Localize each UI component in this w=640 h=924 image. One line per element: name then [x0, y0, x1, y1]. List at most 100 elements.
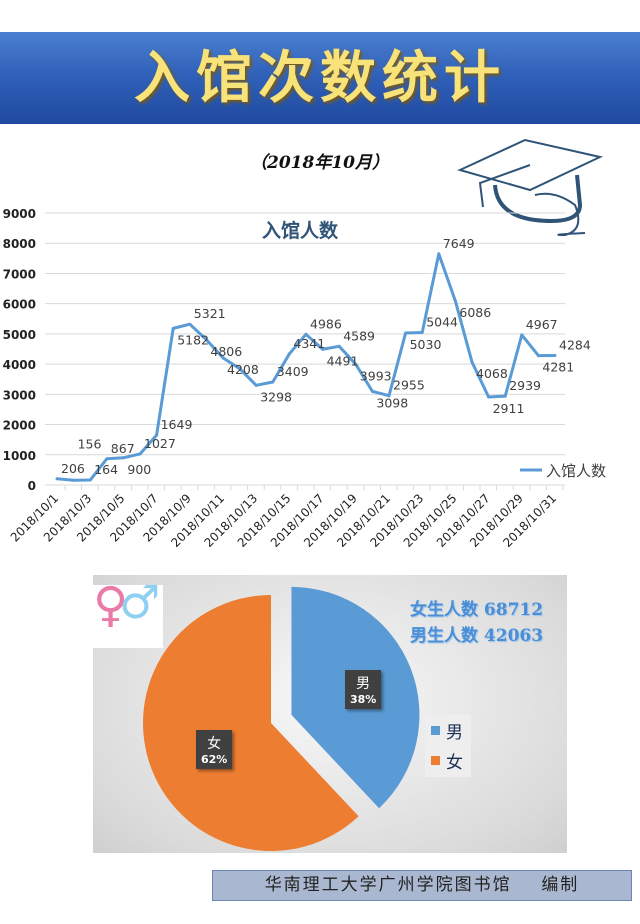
data-point [155, 433, 159, 437]
footer-org: 华南理工大学广州学院图书馆 [264, 875, 512, 895]
data-label: 1649 [161, 417, 193, 432]
data-label: 4284 [559, 338, 591, 353]
data-point [238, 367, 242, 371]
data-point [171, 326, 175, 330]
data-label: 7649 [443, 236, 475, 251]
data-point [188, 322, 192, 326]
data-label: 3298 [260, 389, 292, 404]
female-percent: 62% [201, 753, 228, 766]
footer: 华南理工大学广州学院图书馆 编制 [212, 870, 632, 901]
data-label: 4341 [293, 336, 325, 351]
data-point [221, 356, 225, 360]
legend-male-label: 男 [446, 722, 463, 743]
female-category: 女 [207, 736, 222, 752]
footer-suffix: 编制 [541, 875, 580, 895]
data-point [337, 344, 341, 348]
data-point [370, 389, 374, 393]
data-label: 4589 [343, 328, 375, 343]
data-label: 1027 [144, 436, 176, 451]
data-point [88, 478, 92, 482]
data-label: 5182 [177, 332, 209, 347]
chart-title: 入馆人数 [262, 219, 339, 242]
data-point [437, 252, 441, 256]
data-label: 3993 [360, 368, 392, 383]
data-label: 2939 [509, 378, 541, 393]
data-point [204, 338, 208, 342]
data-point [287, 352, 291, 356]
y-tick-label: 6000 [3, 298, 36, 312]
legend: 入馆人数 [520, 462, 606, 480]
data-label: 5030 [410, 337, 442, 352]
y-tick-label: 0 [28, 479, 36, 493]
female-count-value: 68712 [483, 600, 544, 620]
y-tick-label: 2000 [3, 419, 36, 433]
data-point [121, 456, 125, 460]
data-label: 2955 [393, 378, 425, 393]
data-label: 4281 [542, 360, 574, 375]
male-count-value: 42063 [483, 626, 544, 646]
y-tick-label: 3000 [3, 388, 36, 402]
data-label: 5044 [426, 315, 458, 330]
male-data-label: 男 38% [345, 670, 382, 709]
gender-symbols-icon: ♀ ♂ [93, 575, 163, 648]
y-tick-label: 7000 [3, 267, 36, 281]
data-point [271, 380, 275, 384]
data-label: 3409 [277, 364, 309, 379]
data-point [304, 332, 308, 336]
data-label: 4208 [227, 362, 259, 377]
data-point [520, 333, 524, 337]
data-point [254, 383, 258, 387]
male-count-label: 男生人数 [410, 626, 478, 646]
legend-label: 入馆人数 [546, 462, 606, 480]
data-label: 3098 [376, 395, 408, 410]
data-point [138, 452, 142, 456]
data-point [420, 331, 424, 335]
data-label: 4491 [327, 353, 359, 368]
data-label: 6086 [459, 305, 491, 320]
data-label: 4806 [210, 344, 242, 359]
data-label: 156 [78, 436, 102, 451]
female-count: 女生人数 68712 [410, 595, 543, 620]
legend-item-female: 女 [425, 745, 471, 775]
data-point [387, 394, 391, 398]
pie-slice-female [143, 595, 359, 851]
data-point [453, 299, 457, 303]
y-tick-label: 8000 [3, 237, 36, 251]
data-label: 867 [111, 441, 135, 456]
data-label: 900 [127, 462, 151, 477]
data-label: 4986 [310, 316, 342, 331]
female-data-label: 女 62% [196, 730, 233, 769]
data-label: 164 [94, 462, 118, 477]
male-percent: 38% [350, 693, 377, 706]
data-point [536, 354, 540, 358]
header-banner [0, 32, 640, 124]
page-subtitle: （2018年10月） [250, 153, 389, 173]
data-point [404, 331, 408, 335]
male-count: 男生人数 42063 [410, 621, 543, 646]
page-title: 入馆次数统计 [134, 45, 506, 111]
line-chart: 0 1000 2000 3000 4000 5000 6000 7000 8000 9000 入馆… [3, 207, 606, 550]
y-tick-label: 4000 [3, 358, 36, 372]
data-point [503, 394, 507, 398]
data-point [553, 354, 557, 358]
female-count-label: 女生人数 [410, 600, 478, 620]
graduation-cap-icon [457, 138, 604, 237]
pie-legend: 男 女 [425, 715, 471, 777]
y-tick-label: 9000 [3, 207, 36, 221]
data-point [321, 347, 325, 351]
data-point [105, 457, 109, 461]
y-tick-label: 5000 [3, 328, 36, 342]
data-point [470, 360, 474, 364]
data-label: 4967 [526, 317, 558, 332]
legend-female-label: 女 [446, 752, 463, 773]
legend-item-male: 男 [425, 715, 471, 745]
data-label: 5321 [194, 306, 226, 321]
data-point [55, 477, 59, 481]
data-point [72, 478, 76, 482]
data-label: 4068 [476, 366, 508, 381]
data-label: 206 [61, 461, 85, 476]
data-point [354, 362, 358, 366]
male-category: 男 [356, 676, 371, 692]
y-tick-label: 1000 [3, 449, 36, 463]
data-point [487, 395, 491, 399]
